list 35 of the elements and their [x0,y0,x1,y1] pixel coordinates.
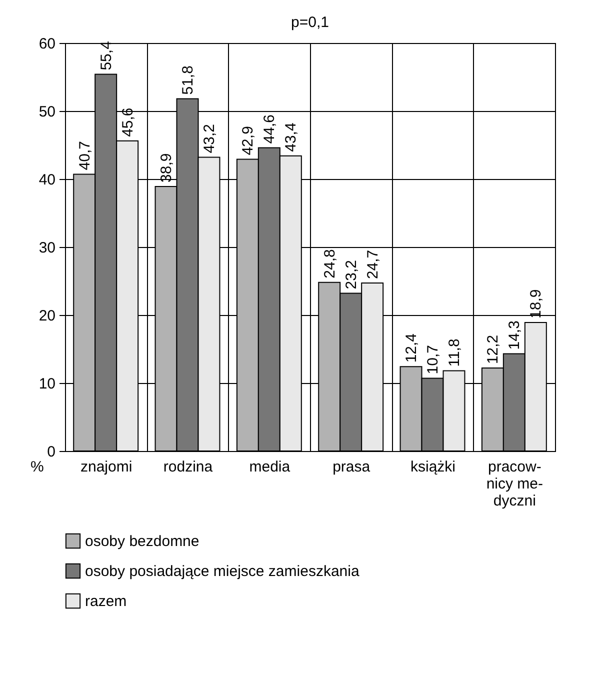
data-label: 38,9 [158,153,176,182]
data-label: 24,8 [321,249,338,278]
y-tick-label: 0 [47,444,56,460]
legend-label: osoby bezdomne [85,533,200,550]
data-label: 45,6 [119,108,136,137]
x-tick-label: rodzina [163,458,214,476]
data-label: 40,7 [76,141,94,170]
data-label: 23,2 [342,260,360,290]
data-label: 11,8 [446,338,463,367]
legend-label: osoby posiadające miejsce zamieszkania [85,563,360,580]
legend-label: razem [85,593,127,610]
x-tick-label: media [249,458,291,476]
x-tick-label: pracow- nicy me- dyczni [486,458,544,510]
y-axis-title: % [30,458,44,476]
data-label: 24,7 [364,250,382,280]
y-tick-label: 60 [38,36,56,52]
data-label: 44,6 [261,114,278,144]
data-label: 18,9 [528,289,545,318]
data-label: 12,2 [484,334,502,364]
data-label: 12,4 [403,333,420,363]
y-tick-label: 20 [38,308,56,324]
chart-title: p=0,1 [291,14,329,31]
data-label: 42,9 [240,126,257,156]
data-label: 43,4 [282,122,300,152]
x-tick-label: znajomi [80,458,132,476]
y-tick-label: 10 [38,376,56,392]
y-tick-label: 40 [38,172,56,188]
data-label: 14,3 [506,320,524,350]
data-label: 10,7 [424,345,442,374]
y-tick-label: 50 [38,104,56,120]
x-tick-label: książki [410,458,456,476]
data-label: 43,2 [200,124,218,154]
x-tick-label: prasa [332,458,371,476]
data-label: 51,8 [180,66,196,95]
y-tick-label: 30 [38,240,56,256]
